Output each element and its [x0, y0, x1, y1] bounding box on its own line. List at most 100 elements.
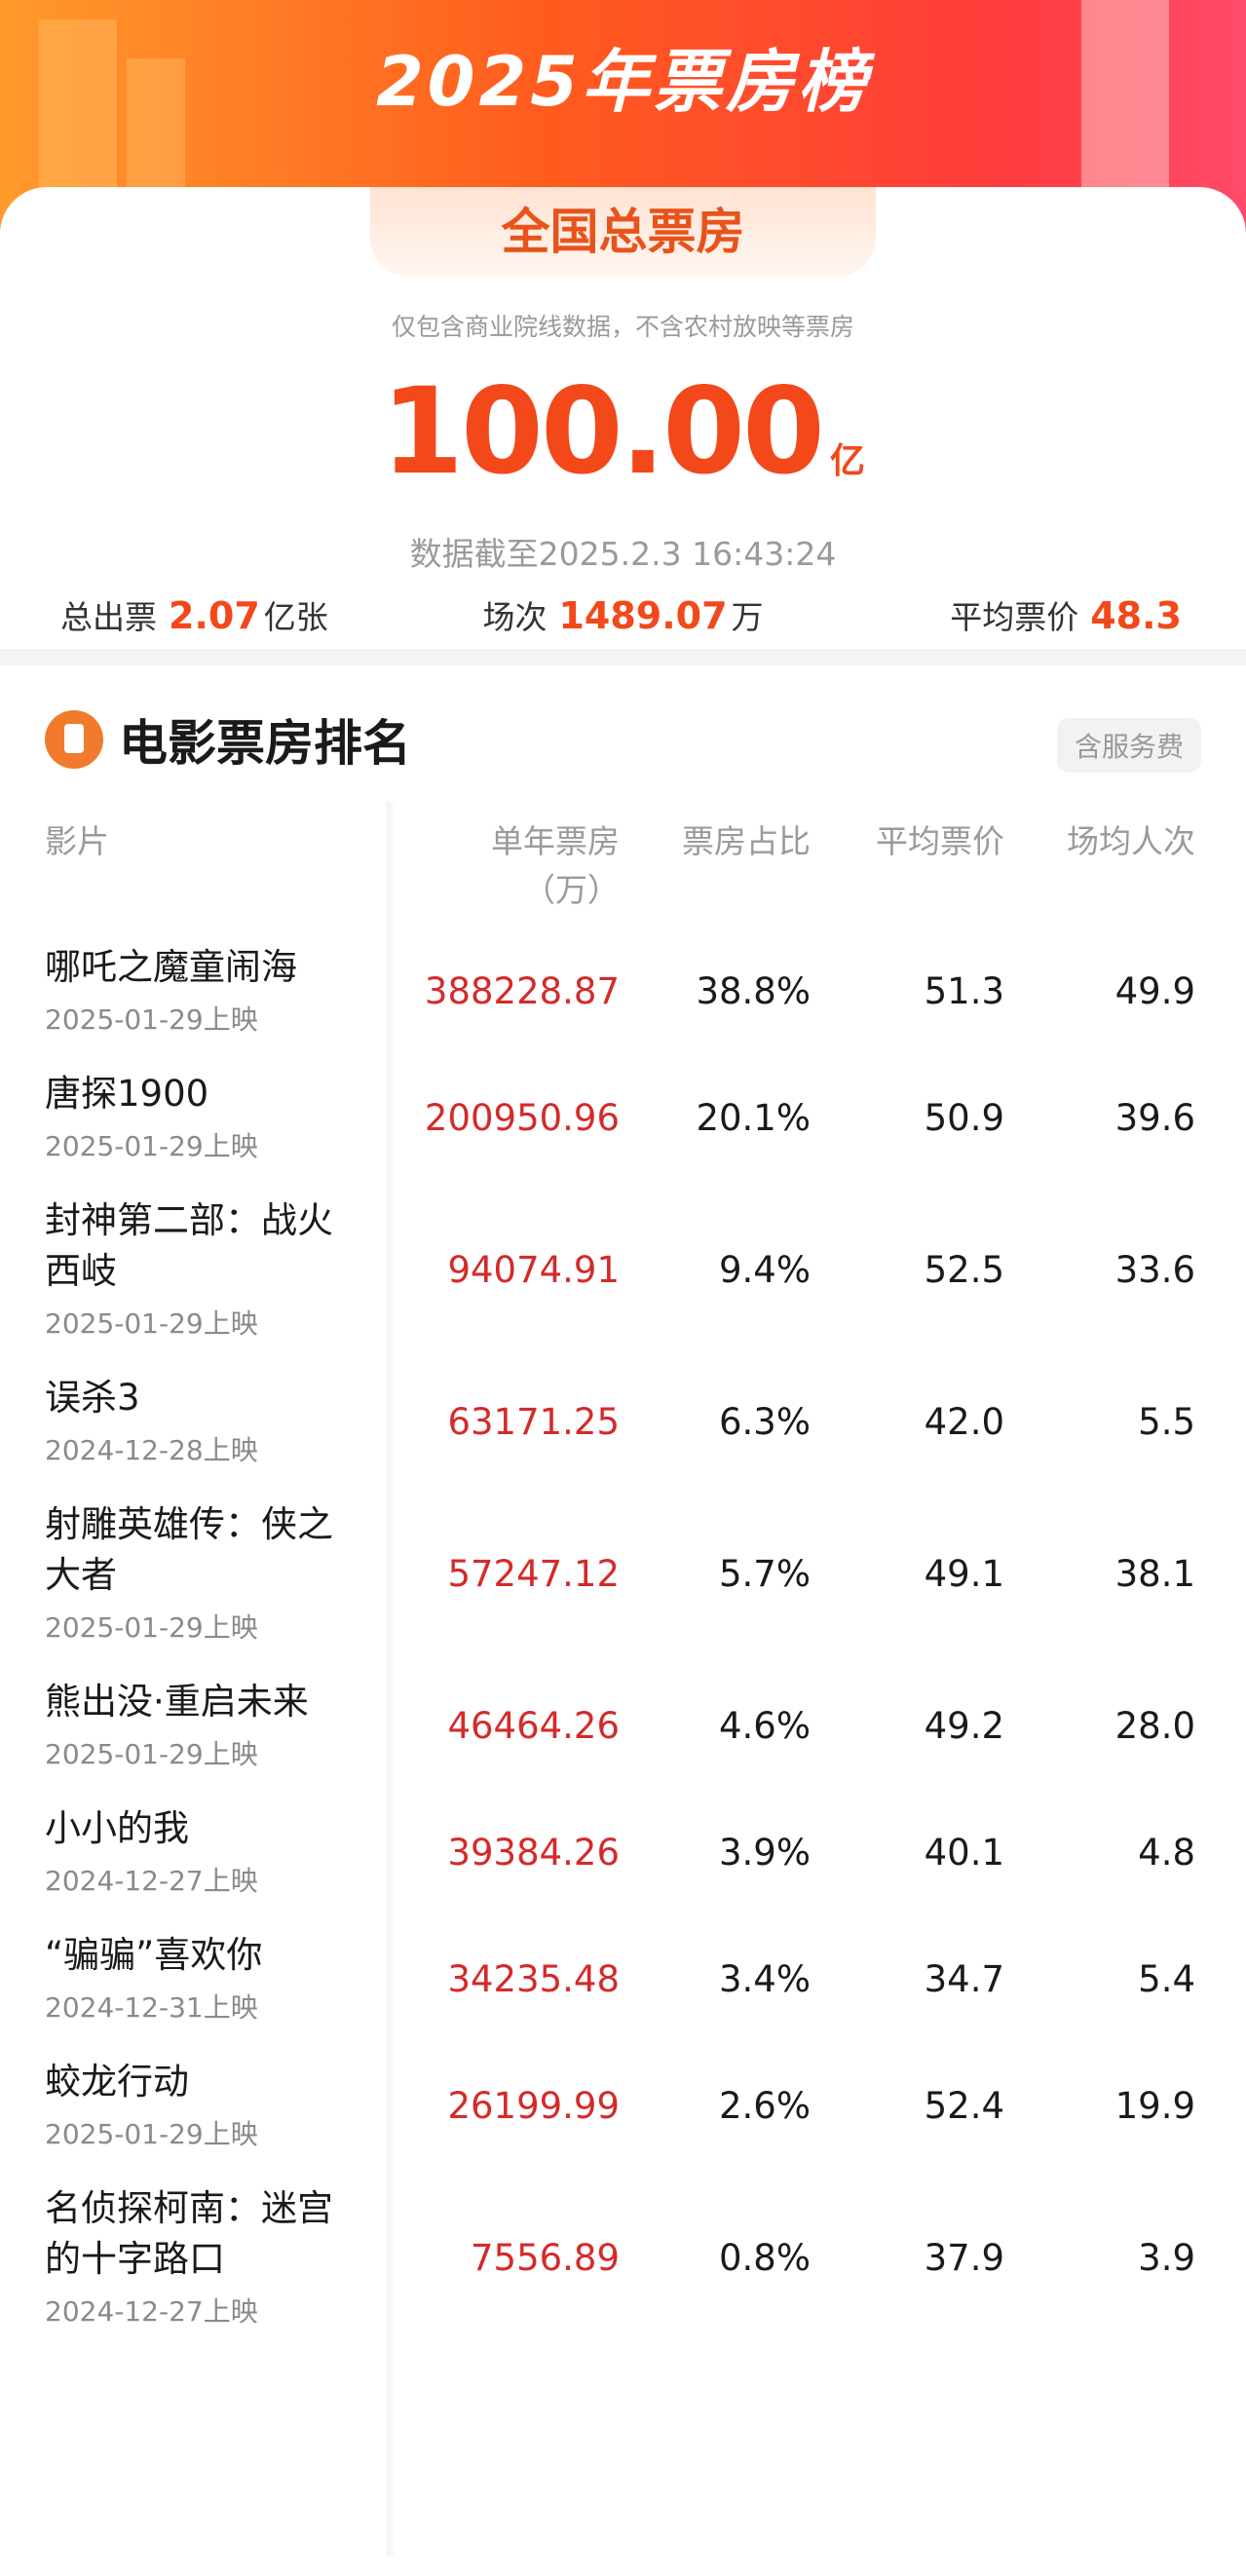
cell-box-office: 34235.48: [447, 1958, 620, 2000]
table-row: 熊出没·重启未来 2025-01-29上映 46464.26 4.6% 49.2 28.0: [0, 1663, 1246, 1790]
ranking-header: 电影票房排名: [45, 704, 411, 775]
cell-avg-attendance: 19.9: [1114, 2085, 1195, 2127]
film-title: 蛟龙行动: [45, 2061, 189, 2102]
table-row: 唐探1900 2025-01-29上映 200950.96 20.1% 50.9 39.6: [0, 1055, 1246, 1182]
cell-avg-price: 50.9: [924, 1097, 1004, 1139]
stat-unit: 万: [731, 598, 764, 636]
cell-box-office: 200950.96: [424, 1097, 620, 1139]
stat-value: 48.3: [1090, 594, 1182, 637]
column-header: 平均票价: [751, 817, 1004, 866]
release-date: 2025-01-29上映: [45, 1611, 258, 1644]
film-cell: 名侦探柯南：迷宫的十字路口 2024-12-27上映: [45, 2183, 357, 2333]
film-title: 封神第二部：战火西岐: [45, 1199, 333, 1292]
cell-avg-attendance: 3.9: [1138, 2237, 1195, 2279]
column-header: 单年票房 （万）: [366, 817, 620, 915]
updated-time: 数据截至2025.2.3 16:43:24: [409, 535, 837, 573]
cell-share: 4.6%: [719, 1705, 811, 1747]
film-cell: 蛟龙行动 2025-01-29上映: [45, 2057, 357, 2156]
stat-value: 2.07: [169, 594, 260, 637]
table-row: 蛟龙行动 2025-01-29上映 26199.99 2.6% 52.4 19.9: [0, 2043, 1246, 2170]
film-title: 熊出没·重启未来: [45, 1681, 309, 1723]
ranking-title: 电影票房排名: [119, 715, 411, 772]
film-title: “骗骗”喜欢你: [45, 1934, 263, 1976]
cell-box-office: 7556.89: [470, 2237, 620, 2279]
cell-avg-price: 34.7: [924, 1958, 1004, 2000]
stat: 场次 1489.07 万: [0, 591, 1246, 638]
release-date: 2025-01-29上映: [45, 1004, 258, 1036]
cell-box-office: 94074.91: [447, 1249, 620, 1291]
release-date: 2024-12-27上映: [45, 1865, 258, 1897]
table-row: “骗骗”喜欢你 2024-12-31上映 34235.48 3.4% 34.7 5.4: [0, 1916, 1246, 2043]
stat-label: 总出票: [60, 598, 157, 636]
cell-avg-attendance: 38.1: [1114, 1553, 1195, 1595]
film-cell: 小小的我 2024-12-27上映: [45, 1803, 357, 1903]
cell-avg-price: 49.2: [924, 1705, 1004, 1747]
stat: 平均票价 48.3: [950, 591, 1186, 638]
release-date: 2025-01-29上映: [45, 1738, 258, 1770]
cell-avg-price: 49.1: [924, 1553, 1004, 1595]
decor: [39, 19, 117, 214]
film-cell: 唐探1900 2025-01-29上映: [45, 1069, 357, 1168]
film-cell: “骗骗”喜欢你 2024-12-31上映: [45, 1930, 357, 2029]
film-title: 小小的我: [45, 1807, 189, 1849]
column-header-text: 单年票房: [491, 822, 620, 860]
film-cell: 封神第二部：战火西岐 2025-01-29上映: [45, 1195, 357, 1345]
release-date: 2025-01-29上映: [45, 1307, 258, 1340]
table-row: 名侦探柯南：迷宫的十字路口 2024-12-27上映 7556.89 0.8% 37.9…: [0, 2170, 1246, 2347]
cell-box-office: 57247.12: [447, 1553, 620, 1595]
release-date: 2025-01-29上映: [45, 1130, 258, 1162]
cell-avg-attendance: 4.8: [1138, 1832, 1195, 1874]
cell-avg-price: 51.3: [924, 970, 1004, 1012]
total: 100.00 亿: [0, 362, 1246, 501]
cell-box-office: 26199.99: [447, 2085, 620, 2127]
cell-avg-attendance: 39.6: [1114, 1097, 1195, 1139]
cell-box-office: 388228.87: [424, 970, 620, 1012]
cell-box-office: 39384.26: [447, 1832, 620, 1874]
summary-card: 全国总票房 仅包含商业院线数据，不含农村放映等票房 100.00 亿 数据截至20…: [0, 187, 1246, 649]
cell-avg-attendance: 5.5: [1138, 1401, 1195, 1443]
film-cell: 误杀3 2024-12-28上映: [45, 1373, 357, 1472]
release-date: 2024-12-31上映: [45, 1991, 258, 2024]
release-date: 2024-12-27上映: [45, 2295, 258, 2328]
icon: [45, 710, 103, 769]
cell-avg-attendance: 28.0: [1114, 1705, 1195, 1747]
film-title: 哪吒之魔童闹海: [45, 946, 297, 988]
stat: 总出票 2.07 亿张: [60, 591, 328, 638]
column-header: 票房占比: [557, 817, 811, 866]
film-cell: 哪吒之魔童闹海 2025-01-29上映: [45, 942, 357, 1042]
table-row: 小小的我 2024-12-27上映 39384.26 3.9% 40.1 4.8: [0, 1790, 1246, 1916]
cell-share: 5.7%: [719, 1553, 811, 1595]
stat-unit: 亿张: [263, 598, 328, 636]
divider: [387, 802, 396, 2556]
column-header-text: 场均人次: [1067, 822, 1195, 860]
badge[interactable]: 含服务费: [1056, 718, 1201, 773]
cell-share: 9.4%: [719, 1249, 811, 1291]
column-unit: （万）: [523, 871, 620, 909]
cell-share: 6.3%: [719, 1401, 811, 1443]
cell-share: 2.6%: [719, 2085, 811, 2127]
release-date: 2024-12-28上映: [45, 1434, 258, 1466]
table-row: 误杀3 2024-12-28上映 63171.25 6.3% 42.0 5.5: [0, 1359, 1246, 1486]
table-row: 封神第二部：战火西岐 2025-01-29上映 94074.91 9.4% 52.5 33…: [0, 1182, 1246, 1359]
page-title: 2025年票房榜: [376, 42, 870, 122]
film-title: 射雕英雄传：侠之大者: [45, 1503, 333, 1596]
film-cell: 射雕英雄传：侠之大者 2025-01-29上映: [45, 1499, 357, 1649]
cell-share: 3.9%: [719, 1832, 811, 1874]
cell-share: 38.8%: [696, 970, 811, 1012]
cell-share: 0.8%: [719, 2237, 811, 2279]
table-row: 哪吒之魔童闹海 2025-01-29上映 388228.87 38.8% 51.3 49.…: [0, 928, 1246, 1055]
column-header: 场均人次: [942, 817, 1195, 866]
cell-avg-attendance: 5.4: [1138, 1958, 1195, 2000]
summary-tab: 全国总票房: [370, 187, 876, 277]
cell-avg-attendance: 49.9: [1114, 970, 1195, 1012]
cell-avg-attendance: 33.6: [1114, 1249, 1195, 1291]
cell-avg-price: 52.4: [924, 2085, 1004, 2127]
column-header: 影片: [45, 822, 109, 860]
total-unit: 亿: [829, 441, 865, 481]
column-header-text: 票房占比: [682, 822, 811, 860]
film-cell: 熊出没·重启未来 2025-01-29上映: [45, 1677, 357, 1776]
film-title: 名侦探柯南：迷宫的十字路口: [45, 2187, 333, 2280]
cell-avg-price: 52.5: [924, 1249, 1004, 1291]
column-header-text: 平均票价: [876, 822, 1004, 860]
